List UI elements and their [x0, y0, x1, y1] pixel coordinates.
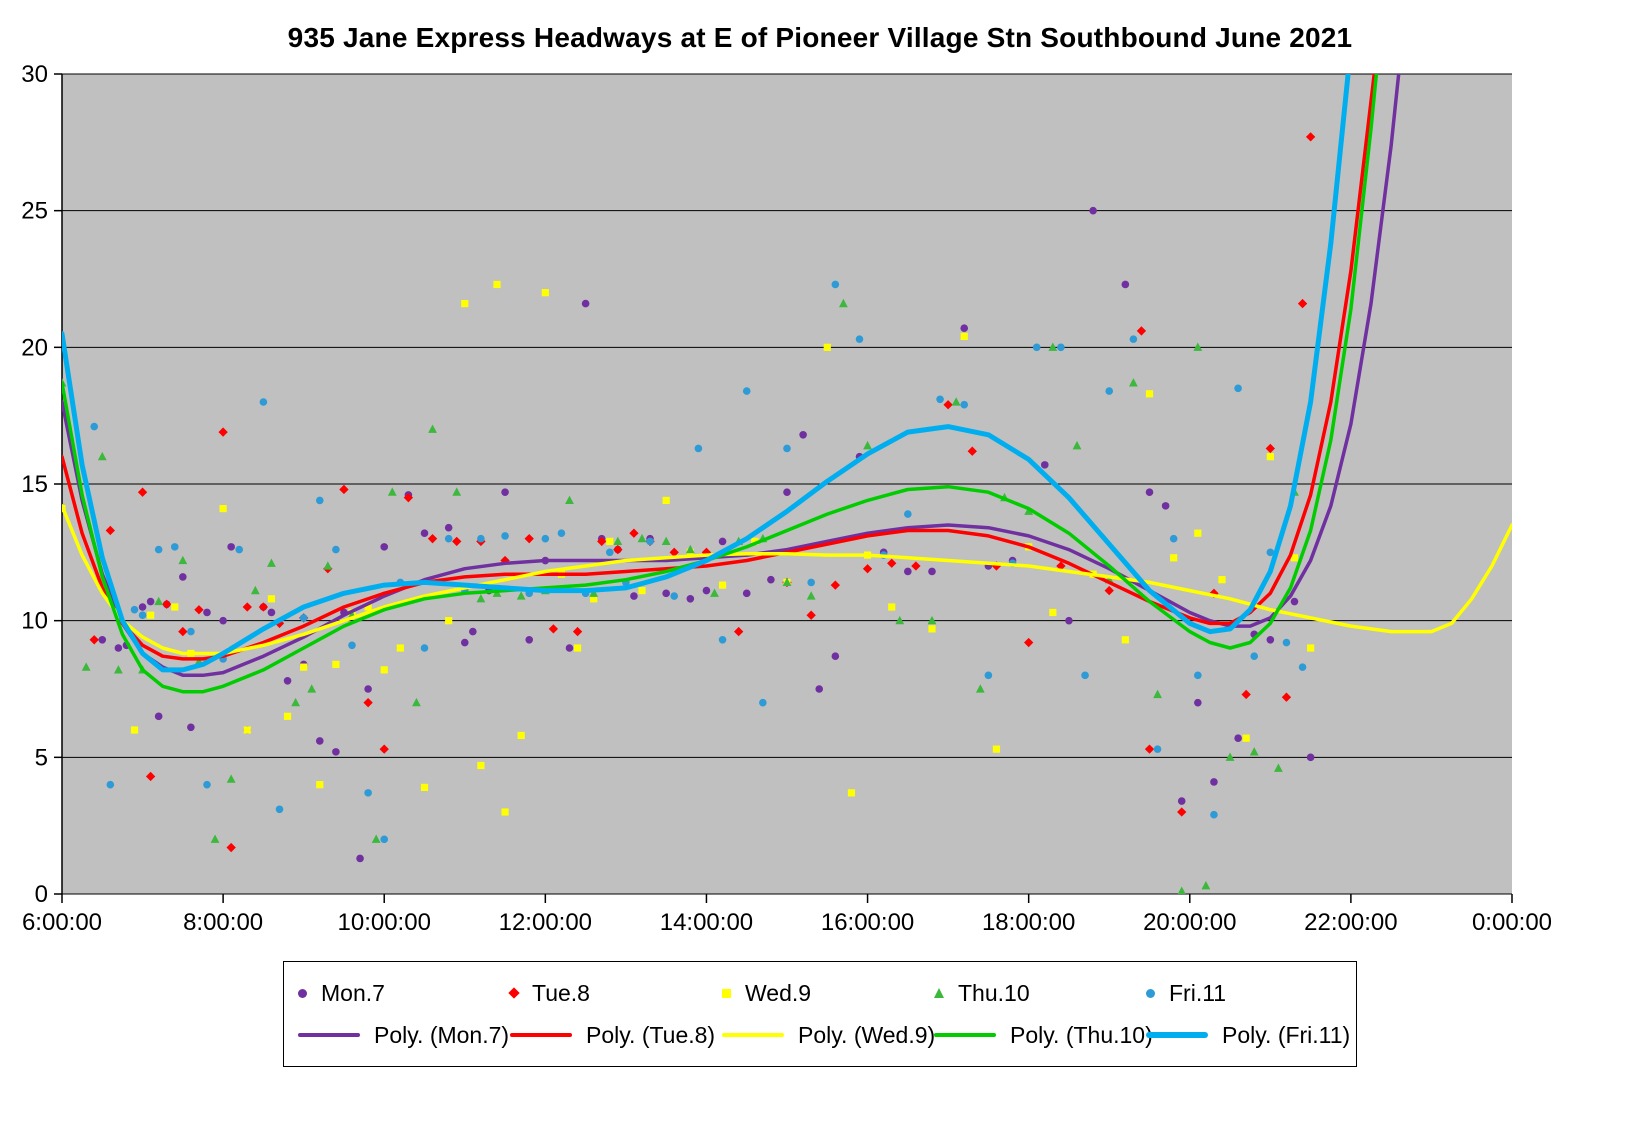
legend-label-poly-fri11: Poly. (Fri.11): [1222, 1021, 1351, 1048]
trendline-Poly. (Wed.9): [62, 504, 1512, 656]
svg-text:20: 20: [21, 334, 48, 361]
svg-text:10:00:00: 10:00:00: [338, 909, 431, 934]
wed9-marker-icon: [722, 988, 731, 998]
thu10-marker-icon: [934, 988, 944, 998]
legend-row-trendlines: Poly. (Mon.7) Poly. (Tue.8) Poly. (Wed.9…: [290, 1014, 1350, 1056]
svg-text:8:00:00: 8:00:00: [183, 909, 263, 934]
poly-mon7-line-icon: [298, 1033, 360, 1037]
legend-item-poly-mon7: Poly. (Mon.7): [298, 1022, 509, 1049]
legend-item-poly-fri11: Poly. (Fri.11): [1146, 1022, 1350, 1049]
svg-text:6:00:00: 6:00:00: [22, 909, 102, 934]
tue8-marker-icon: [508, 987, 520, 999]
poly-thu10-line-icon: [934, 1033, 996, 1037]
svg-text:15: 15: [21, 471, 48, 498]
x-axis-labels: 6:00:00 8:00:00 10:00:00 12:00:00 14:00:00 16…: [22, 909, 1552, 936]
legend-label-wed9: Wed.9: [745, 979, 812, 1006]
poly-wed9-line-icon: [722, 1033, 784, 1037]
mon7-marker-icon: [298, 988, 307, 998]
trendline-Poly. (Thu.10): [62, 74, 1379, 694]
legend-label-poly-thu10: Poly. (Thu.10): [1010, 1021, 1153, 1048]
poly-fri11-line-icon: [1146, 1032, 1208, 1038]
legend-label-poly-tue8: Poly. (Tue.8): [586, 1021, 716, 1048]
legend-item-thu10: Thu.10: [934, 980, 1130, 1007]
legend-item-poly-thu10: Poly. (Thu.10): [934, 1022, 1153, 1049]
trendline-Poly. (Fri.11): [62, 74, 1351, 673]
svg-text:16:00:00: 16:00:00: [821, 909, 914, 934]
svg-text:20:00:00: 20:00:00: [1143, 909, 1236, 934]
legend-item-mon7: Mon.7: [298, 980, 494, 1007]
svg-text:12:00:00: 12:00:00: [499, 909, 592, 934]
legend-label-poly-wed9: Poly. (Wed.9): [798, 1021, 936, 1048]
svg-text:25: 25: [21, 198, 48, 225]
legend-label-poly-mon7: Poly. (Mon.7): [374, 1021, 510, 1048]
legend-item-poly-tue8: Poly. (Tue.8): [510, 1022, 715, 1049]
series-Thu.10: [62, 298, 1299, 894]
legend-label-tue8: Tue.8: [532, 979, 590, 1006]
svg-text:0: 0: [35, 881, 48, 908]
svg-text:22:00:00: 22:00:00: [1304, 909, 1397, 934]
legend-item-wed9: Wed.9: [722, 980, 918, 1007]
legend-label-fri11: Fri.11: [1169, 979, 1227, 1006]
svg-text:18:00:00: 18:00:00: [982, 909, 1075, 934]
chart-title: 935 Jane Express Headways at E of Pionee…: [287, 22, 1353, 53]
legend-item-poly-wed9: Poly. (Wed.9): [722, 1022, 935, 1049]
poly-tue8-line-icon: [510, 1033, 572, 1037]
y-axis-labels: 0 5 10 15 20 25 30: [21, 61, 48, 908]
svg-text:5: 5: [35, 744, 48, 771]
chart-legend: Mon.7 Tue.8 Wed.9 Thu.10 Fri.11 Poly. (M…: [283, 961, 1357, 1067]
fri11-marker-icon: [1146, 988, 1155, 998]
svg-text:14:00:00: 14:00:00: [660, 909, 753, 934]
legend-item-fri11: Fri.11: [1146, 980, 1342, 1007]
legend-item-tue8: Tue.8: [508, 979, 706, 1007]
legend-label-thu10: Thu.10: [958, 979, 1030, 1006]
legend-row-markers: Mon.7 Tue.8 Wed.9 Thu.10 Fri.11: [290, 972, 1350, 1014]
chart-canvas: 0 5 10 15 20 25 30 6:00:00 8:00:00 10:00:00 12:00:…: [21, 61, 1552, 936]
gridlines: [54, 73, 1513, 903]
svg-text:30: 30: [21, 61, 48, 88]
svg-text:0:00:00: 0:00:00: [1472, 909, 1552, 934]
svg-text:10: 10: [21, 608, 48, 635]
legend-label-mon7: Mon.7: [321, 979, 385, 1006]
